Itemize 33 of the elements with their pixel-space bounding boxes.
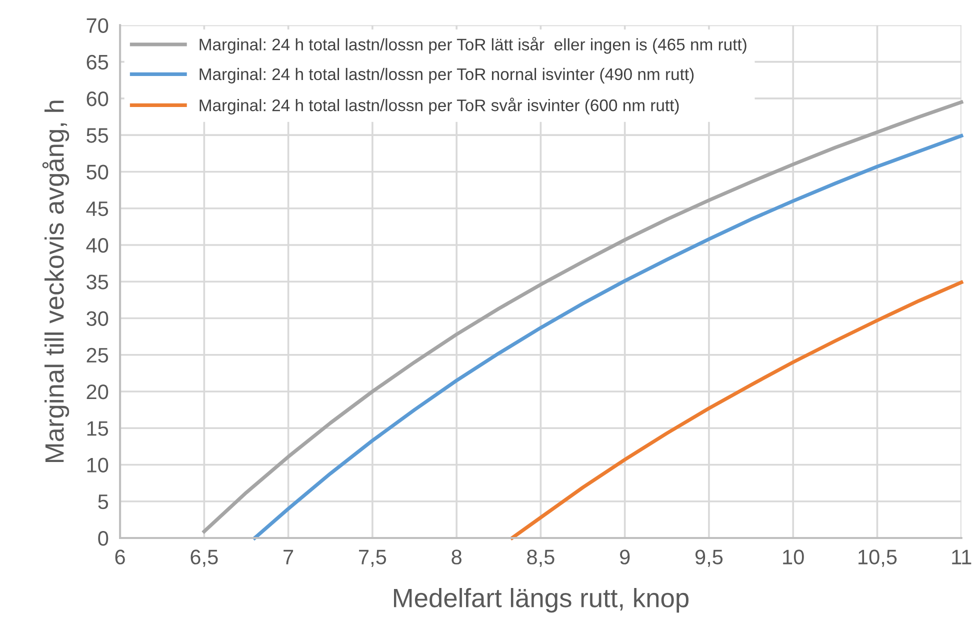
- legend-label: Marginal: 24 h total lastn/lossn per ToR nornal isvinter (490 nm rutt): [200, 68, 694, 84]
- x-tick-label: 9,5: [695, 550, 723, 567]
- legend-label: Marginal: 24 h total lastn/lossn per ToR svår isvinter (600 nm rutt): [200, 98, 679, 115]
- x-tick-label: 8: [452, 550, 462, 564]
- y-tick-label: 55: [86, 128, 108, 143]
- y-tick-label: 25: [86, 348, 108, 363]
- y-tick-label: 20: [86, 384, 108, 400]
- x-tick-label: 6: [115, 550, 125, 564]
- line-series: [510, 280, 964, 540]
- y-tick-label: 50: [86, 164, 108, 180]
- x-tick-label: 10,5: [858, 550, 897, 567]
- x-tick-label: 9: [620, 550, 630, 564]
- y-tick-label: 65: [86, 54, 108, 70]
- x-axis-title: Medelfart längs rutt, knop: [394, 588, 688, 613]
- y-tick-label: 40: [86, 238, 108, 253]
- y-tick-label: 30: [86, 311, 108, 326]
- x-tick-label: 7: [284, 550, 294, 564]
- x-tick-label: 6,5: [190, 550, 218, 567]
- y-tick-label: 5: [98, 494, 108, 510]
- y-tick-label: 45: [86, 202, 108, 216]
- x-tick-label: 10: [783, 550, 804, 564]
- y-tick-label: 35: [86, 274, 108, 290]
- legend-label: Marginal: 24 h total lastn/lossn per ToR lätt isår eller ingen is (465 nm rutt): [200, 36, 746, 54]
- y-tick-label: 70: [86, 18, 108, 33]
- line-series: [252, 134, 964, 540]
- y-tick-label: 15: [87, 421, 108, 436]
- x-tick-label: 8,5: [527, 550, 554, 567]
- y-tick-label: 0: [98, 531, 108, 546]
- y-tick-label: 60: [86, 91, 108, 106]
- y-tick-label: 10: [87, 458, 108, 473]
- y-axis-title: Marginal till veckovis avgång, h: [42, 100, 70, 462]
- x-tick-label: 11: [952, 550, 972, 564]
- x-tick-label: 7,5: [359, 550, 386, 567]
